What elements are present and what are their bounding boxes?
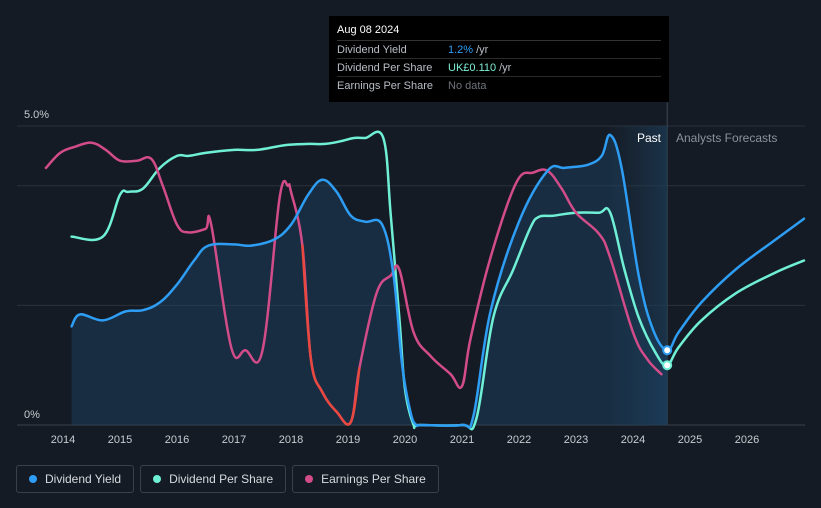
legend-label: Dividend Per Share	[169, 472, 274, 486]
legend: Dividend Yield Dividend Per Share Earnin…	[16, 465, 439, 493]
hover-marker	[662, 360, 673, 371]
x-tick-label: 2025	[678, 434, 702, 446]
dividend-yield-area	[71, 134, 668, 428]
hover-markers	[662, 345, 673, 371]
legend-dot-icon	[305, 475, 314, 483]
past-label: Past	[637, 131, 662, 145]
x-tick-label: 2016	[165, 434, 189, 446]
x-tick-label: 2026	[735, 434, 759, 446]
series-lines	[44, 130, 806, 431]
tooltip-unit: /yr	[476, 43, 489, 56]
x-tick-label: 2018	[279, 434, 303, 446]
tooltip-value: No data	[448, 79, 487, 92]
x-tick-label: 2024	[621, 434, 645, 446]
legend-earnings-per-share[interactable]: Earnings Per Share	[292, 465, 439, 493]
x-tick-label: 2020	[393, 434, 417, 446]
y-axis-bottom-label: 0%	[24, 409, 40, 421]
hover-marker	[662, 345, 673, 356]
x-tick-label: 2015	[108, 434, 132, 446]
tooltip-label: Earnings Per Share	[337, 79, 433, 92]
x-tick-label: 2017	[222, 434, 246, 446]
legend-dot-icon	[29, 475, 37, 483]
legend-dividend-per-share[interactable]: Dividend Per Share	[140, 465, 287, 493]
legend-label: Dividend Yield	[45, 472, 122, 486]
tooltip-value: UK£0.110	[448, 61, 497, 74]
x-axis-ticks: 2014 2015 2016 2017 2018 2019 2020 2021 2022 2023…	[51, 434, 759, 446]
earnings-per-share-decline-segment	[301, 244, 361, 426]
tooltip-value: 1.2%	[448, 43, 474, 56]
dividend-yield-area-fill	[71, 134, 668, 428]
x-tick-label: 2014	[51, 434, 75, 446]
tooltip: Aug 08 2024 Dividend Yield 1.2% /yr Divi…	[329, 16, 669, 102]
dividend-yield-line	[70, 133, 806, 429]
tooltip-date: Aug 08 2024	[337, 22, 661, 41]
x-tick-label: 2019	[336, 434, 360, 446]
x-tick-label: 2021	[450, 434, 474, 446]
x-tick-label: 2023	[564, 434, 588, 446]
forecast-label: Analysts Forecasts	[676, 131, 777, 145]
tooltip-label: Dividend Yield	[337, 43, 407, 56]
tooltip-unit: /yr	[499, 61, 512, 74]
legend-dot-icon	[153, 475, 162, 483]
legend-dividend-yield[interactable]: Dividend Yield	[16, 465, 135, 493]
tooltip-row-dividend-yield: Dividend Yield 1.2% /yr	[337, 41, 661, 59]
tooltip-row-dividend-per-share: Dividend Per Share UK£0.110 /yr	[337, 59, 661, 77]
tooltip-row-earnings-per-share: Earnings Per Share No data	[337, 77, 661, 94]
y-axis-top-label: 5.0%	[24, 109, 49, 121]
x-tick-label: 2022	[507, 434, 531, 446]
tooltip-label: Dividend Per Share	[337, 61, 433, 74]
legend-label: Earnings Per Share	[321, 472, 426, 486]
